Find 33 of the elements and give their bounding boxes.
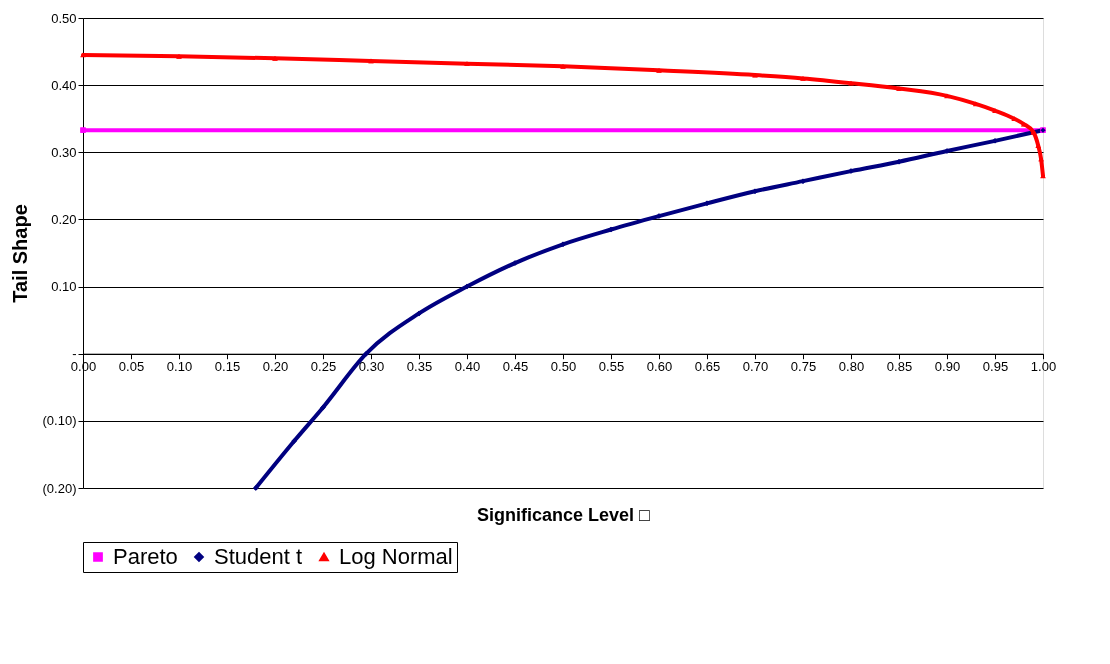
x-tick-label: 0.95 <box>982 359 1009 375</box>
x-tick-label: 0.20 <box>262 359 289 375</box>
x-tick-label: 0.65 <box>694 359 721 375</box>
y-tick-label: 0.40 <box>51 77 77 93</box>
x-tick-label: 0.80 <box>838 359 865 375</box>
x-tick-label: 0.35 <box>406 359 433 375</box>
x-tick-label: 0.10 <box>166 359 193 375</box>
y-tick-label: 0.50 <box>51 10 77 26</box>
x-tick-label: 0.25 <box>310 359 337 375</box>
y-tick-label: 0.10 <box>51 279 77 295</box>
y-tick-label: (0.10) <box>42 413 77 429</box>
x-tick-label: 0.15 <box>214 359 241 375</box>
x-axis-title: Significance Level □ <box>477 504 651 525</box>
x-tick-label: 0.85 <box>886 359 913 375</box>
legend-label: Student t <box>214 544 303 569</box>
x-tick-label: 0.40 <box>454 359 481 375</box>
x-tick-label: 0.45 <box>502 359 529 375</box>
y-tick-label: (0.20) <box>42 480 77 496</box>
x-tick-label: 0.90 <box>934 359 961 375</box>
x-tick-label: 0.60 <box>646 359 673 375</box>
legend-label: Log Normal <box>339 544 453 569</box>
x-tick-label: 1.00 <box>1030 359 1057 375</box>
x-tick-label: 0.55 <box>598 359 625 375</box>
y-tick-label: 0.30 <box>51 144 77 160</box>
y-tick-label: - <box>72 346 77 362</box>
x-tick-label: 0.75 <box>790 359 817 375</box>
y-tick-label: 0.20 <box>51 211 77 227</box>
legend-label: Pareto <box>113 544 178 569</box>
x-tick-label: 0.30 <box>358 359 385 375</box>
x-tick-label: 0.50 <box>550 359 577 375</box>
y-axis-title: Tail Shape <box>8 204 31 303</box>
x-tick-label: 0.05 <box>118 359 145 375</box>
x-tick-label: 0.70 <box>742 359 769 375</box>
